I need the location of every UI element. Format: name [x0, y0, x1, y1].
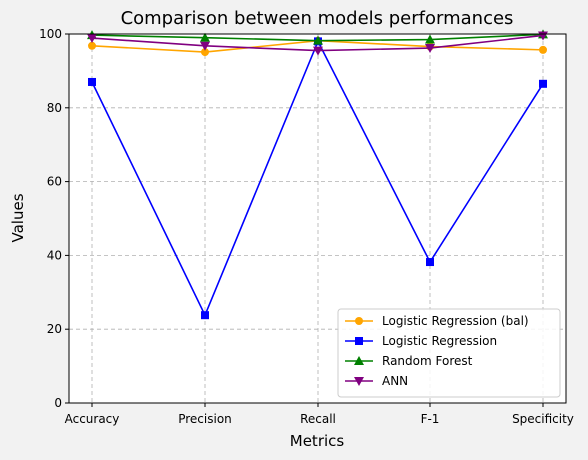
- y-tick-label: 80: [47, 101, 62, 115]
- x-tick-label: Recall: [300, 412, 336, 426]
- y-tick-label: 20: [47, 322, 62, 336]
- legend-label: Logistic Regression: [382, 334, 497, 348]
- legend-label: Logistic Regression (bal): [382, 314, 529, 328]
- data-point: [88, 41, 96, 50]
- x-axis-label: Metrics: [290, 432, 345, 450]
- legend-box: [337, 308, 561, 398]
- legend-marker: [354, 356, 364, 365]
- data-point: [87, 34, 97, 44]
- y-tick-label: 40: [47, 248, 62, 262]
- legend-marker: [355, 337, 363, 345]
- y-tick-label: 60: [47, 175, 62, 189]
- series-layer: [87, 29, 548, 320]
- chart-title: Comparison between models performances: [121, 8, 514, 29]
- legend-label: Random Forest: [382, 354, 473, 368]
- y-tick-label: 100: [39, 27, 62, 41]
- data-point: [425, 34, 435, 44]
- data-point: [426, 258, 434, 267]
- data-point: [425, 44, 435, 54]
- legend-label: ANN: [382, 374, 408, 388]
- legend-item: Logistic Regression (bal): [345, 314, 529, 328]
- legend-marker: [355, 317, 363, 325]
- data-point: [200, 32, 210, 42]
- legend-marker: [354, 377, 364, 386]
- data-point: [313, 35, 323, 45]
- legend-item: Logistic Regression: [345, 334, 497, 348]
- data-point: [539, 45, 547, 54]
- data-point: [313, 46, 323, 56]
- y-tick-label: 0: [54, 396, 62, 410]
- data-point: [201, 311, 209, 320]
- legend-item: Random Forest: [345, 354, 473, 368]
- x-tick-label: Accuracy: [65, 412, 120, 426]
- legend: Logistic Regression (bal) Logistic Regres…: [337, 308, 561, 398]
- legend-item: ANN: [345, 374, 408, 388]
- data-point: [200, 41, 210, 51]
- y-axis-label: Values: [9, 193, 27, 242]
- data-point: [201, 48, 209, 57]
- data-point: [88, 77, 96, 86]
- x-tick-label: F-1: [421, 412, 440, 426]
- series-4: [87, 31, 548, 56]
- x-tick-label: Specificity: [512, 412, 574, 426]
- data-point: [539, 79, 547, 88]
- x-tick-label: Precision: [178, 412, 232, 426]
- axes: 0 20 40 60 80 100 Accuracy Precision Recall F-1 Sp…: [39, 27, 574, 426]
